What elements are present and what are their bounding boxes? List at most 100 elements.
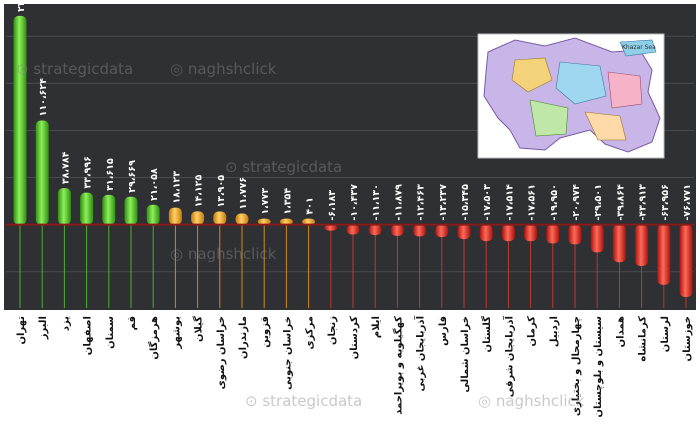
value-label: -۴۳،۹۱۳ [638,184,649,221]
category-label: کهگیلویه و بویراحمد [391,316,404,415]
bar [479,224,493,242]
value-label: ۲۹،۶۶۹ [127,160,138,193]
value-label: ۱۴،۱۲۵ [194,175,205,208]
sea-label: Khazar Sea [622,44,656,51]
category-label: مازندران [238,316,249,359]
category-label: کرمانشاه [638,316,649,362]
watermark-right-bottom: ◎ naghshclick [478,392,585,410]
bars [13,15,693,308]
value-label: -۷۶،۷۷۱ [682,184,693,221]
value-label: ۱۳،۹۰۵ [216,175,227,208]
value-label: ۳۳،۹۹۶ [83,156,94,189]
watermark-left-mid: ⊙ strategicdata [225,158,343,176]
category-label: خراسان جنوبی [282,316,293,390]
category-label: لرستان [660,316,671,352]
category-label: خراسان شمالی [460,316,471,393]
watermark-right-mid: ◎ naghshclick [170,245,277,263]
map-inset: Khazar Sea [477,33,665,159]
category-label: تهران [16,316,27,345]
category-label: بوشهر [171,316,182,350]
value-label: -۱۱،۸۷۹ [393,184,404,221]
category-label: کردستان [349,316,360,360]
bar [235,213,249,225]
category-label: قم [127,316,138,330]
watermark-right-top: ◎ naghshclick [170,60,277,78]
value-label: -۱۳،۲۳۷ [438,184,449,221]
value-label: ۲۱،۰۵۸ [149,168,160,201]
category-label: هرمزگان [147,316,160,360]
value-label: ۱،۷۷۳ [260,188,271,215]
category-label: یزد [60,316,71,331]
bar [302,218,316,225]
category-label: البرز [38,316,49,340]
bar [191,211,205,225]
value-label: -۶،۱۸۳ [327,190,338,221]
bar [57,188,71,225]
value-label: -۶۳،۹۵۶ [660,184,671,221]
bar [213,211,227,225]
value-label: -۲۰،۹۷۴ [571,184,582,221]
category-label: سمنان [105,316,116,349]
value-label: -۱۹،۹۵۰ [549,184,560,221]
category-labels: تهران البرز یزد اصفهان سمنان قم هرمزگان بوشهر گی… [16,315,693,417]
bar [124,196,138,225]
category-label: چهارمحال و بختیاری [571,316,582,416]
category-label: ایلام [371,316,382,338]
category-label: زنجان [327,316,338,345]
category-label: سیستان و بلوچستان [593,316,604,418]
category-label: قزوین [260,316,271,348]
bar [612,224,626,263]
value-label: ۴۰۱ [305,197,316,214]
value-label: -۱۷،۵۶۱ [527,184,538,221]
category-label: خوزستان [682,316,693,361]
value-label: -۱۵،۳۴۵ [460,184,471,221]
value-label: -۲۹،۵۰۱ [593,184,604,221]
bar [102,194,116,225]
watermark-left-top: ⊙ strategicdata [16,60,134,78]
value-label: -۱۱،۱۳۰ [371,184,382,221]
value-label: ۳۸،۷۸۴ [60,151,71,184]
value-label: -۱۰،۴۳۷ [349,184,360,221]
value-label: -۱۷،۵۰۳ [482,184,493,221]
value-labels: ۲۲۱،۵۹۴ ۱۱۰،۶۲۴ ۳۸،۷۸۴ ۳۳،۹۹۶ ۳۱،۶۱۵ ۲۹،۶۶۹ ۲۱… [16,0,693,221]
bar [13,15,27,225]
value-label: ۲۲۱،۵۹۴ [16,0,27,12]
bar [524,224,538,242]
bar [568,224,582,245]
category-label: کرمان [527,316,538,347]
value-label: ۱،۳۵۴ [282,188,293,215]
bar [346,224,360,235]
bar [35,120,49,225]
bar [257,218,271,225]
value-label: -۱۷،۵۱۴ [504,184,515,221]
value-label: -۱۲،۴۶۳ [416,184,427,221]
bar [657,224,671,285]
category-label: آذربایجان غربی [414,315,427,391]
bar [80,192,94,225]
bar [146,204,160,225]
bar [501,224,515,242]
bar [168,207,182,225]
value-label: ۱۸،۱۲۳ [171,171,182,204]
bar [635,224,649,267]
watermark-left-bottom: ⊙ strategicdata [245,392,363,410]
category-label: اردبیل [549,316,560,347]
bar [324,224,338,231]
category-label: فارس [438,316,449,346]
category-label: خراسان رضوی [216,316,227,389]
value-label: ۱۱۰،۶۲۴ [38,78,49,117]
value-label: -۳۹،۸۶۴ [615,184,626,221]
bar [390,224,404,236]
category-label: مرکزی [305,316,316,350]
value-label: ۳۱،۶۱۵ [105,158,116,191]
bar [435,224,449,238]
value-label: ۱۱،۷۷۶ [238,177,249,210]
bar [279,218,293,225]
bar [546,224,560,244]
category-label: همدان [615,316,626,347]
bar [457,224,471,240]
category-label: آذربایجان شرقی [502,315,515,397]
category-label: گلستان [480,316,493,353]
bar [413,224,427,237]
